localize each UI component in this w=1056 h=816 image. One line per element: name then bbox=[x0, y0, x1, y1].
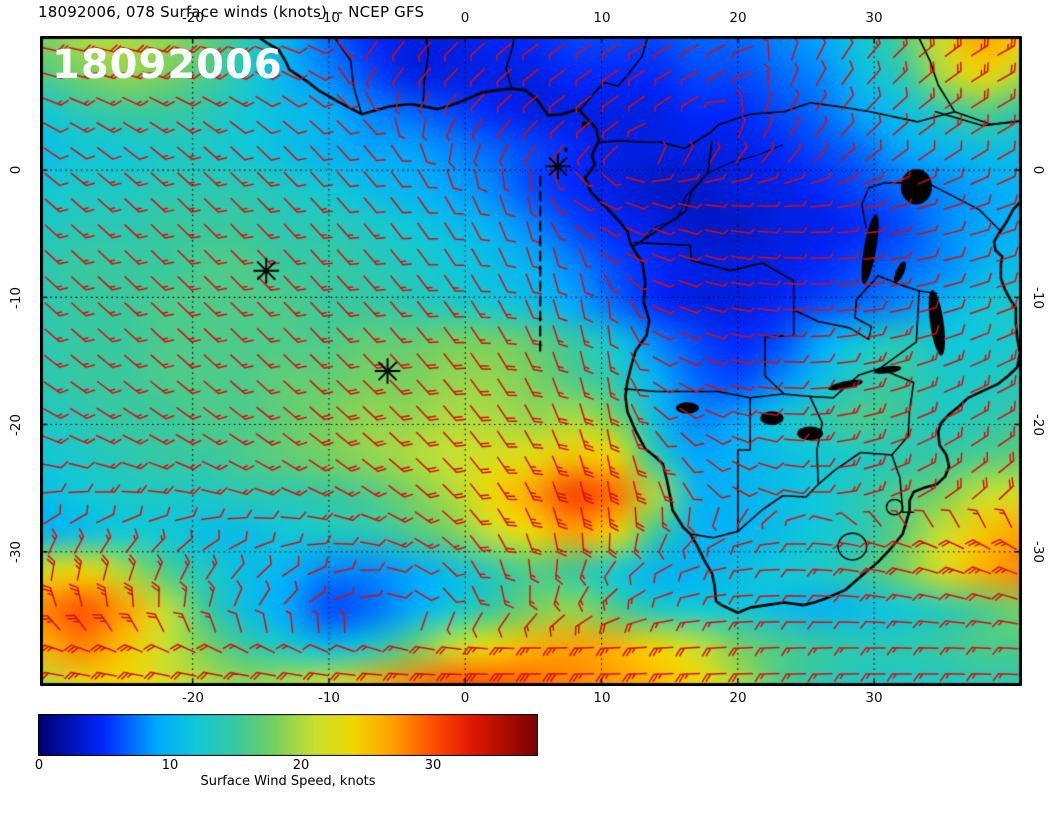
run-watermark: 18092006 bbox=[52, 42, 283, 88]
y-tick-right-0: 0 bbox=[1030, 165, 1046, 175]
wind-map-canvas bbox=[40, 36, 1022, 686]
x-tick-bottom-4: 20 bbox=[729, 690, 747, 706]
colorbar-tick-0: 0 bbox=[34, 758, 44, 773]
x-tick-top-1: -10 bbox=[317, 10, 341, 26]
y-tick-left-0: 0 bbox=[8, 165, 24, 175]
y-tick-right-2: -20 bbox=[1030, 413, 1046, 437]
x-tick-top-5: 30 bbox=[865, 10, 883, 26]
colorbar-tick-2: 20 bbox=[292, 758, 310, 773]
x-tick-top-3: 10 bbox=[593, 10, 611, 26]
colorbar-tick-3: 30 bbox=[424, 758, 442, 773]
colorbar-label: Surface Wind Speed, knots bbox=[200, 774, 376, 789]
colorbar-tick-1: 10 bbox=[161, 758, 179, 773]
x-tick-top-0: -20 bbox=[181, 10, 205, 26]
x-tick-bottom-3: 10 bbox=[593, 690, 611, 706]
x-tick-top-2: 0 bbox=[460, 10, 470, 26]
x-tick-top-4: 20 bbox=[729, 10, 747, 26]
x-tick-bottom-5: 30 bbox=[865, 690, 883, 706]
x-tick-bottom-2: 0 bbox=[460, 690, 470, 706]
y-tick-right-3: -30 bbox=[1030, 540, 1046, 564]
chart-title: 18092006, 078 Surface winds (knots) -- N… bbox=[38, 3, 425, 21]
y-tick-right-1: -10 bbox=[1030, 286, 1046, 310]
y-tick-left-1: -10 bbox=[8, 286, 24, 310]
x-tick-bottom-0: -20 bbox=[181, 690, 205, 706]
x-tick-bottom-1: -10 bbox=[317, 690, 341, 706]
y-tick-left-2: -20 bbox=[8, 413, 24, 437]
y-tick-left-3: -30 bbox=[8, 540, 24, 564]
colorbar bbox=[38, 714, 538, 756]
